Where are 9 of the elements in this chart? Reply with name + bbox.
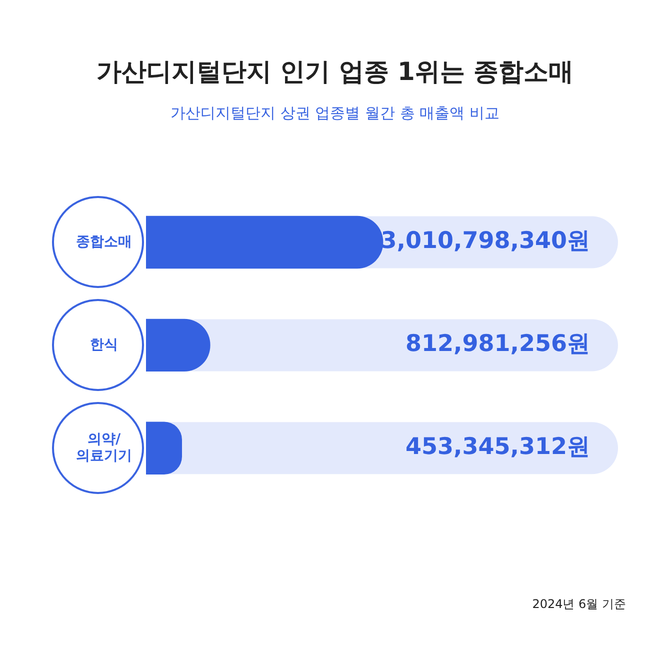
chart-subtitle: 가산디지털단지 상권 업종별 월간 총 매출액 비교 [170, 104, 500, 123]
chart-title: 가산디지털단지 인기 업종 1위는 종합소매 [95, 56, 575, 88]
text: 2024년 6월 기준 [532, 596, 626, 613]
y-tick-label: 의약/ 의료기기 [76, 431, 132, 464]
data-label: 812,981,256원 [405, 331, 590, 358]
data-label: 3,010,798,340원 [380, 228, 590, 254]
y-tick-label: 한식 [90, 336, 118, 353]
y-tick-label: 종합소매 [76, 234, 132, 250]
data-label: 453,345,312원 [405, 434, 590, 460]
